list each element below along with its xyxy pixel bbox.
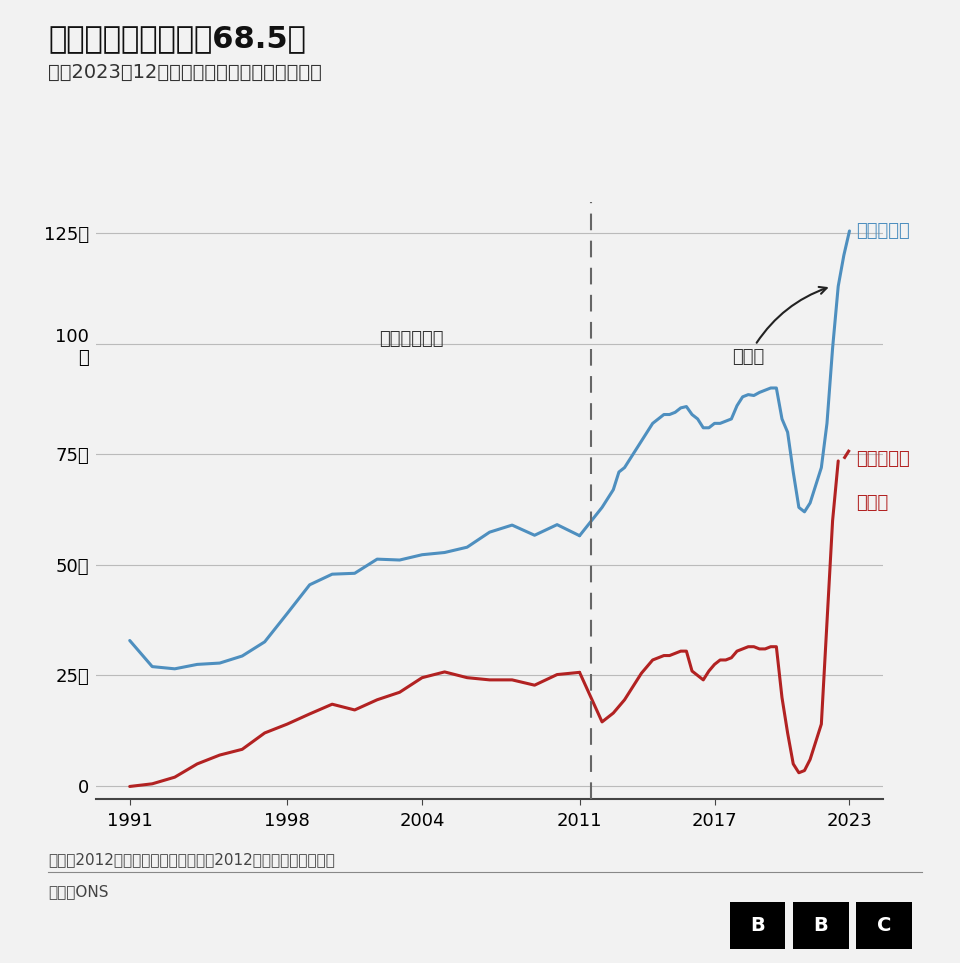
Text: 預計數: 預計數: [732, 287, 827, 366]
Text: B: B: [750, 916, 765, 935]
Text: 総移入人數: 総移入人數: [856, 222, 910, 240]
Text: 移出數: 移出數: [856, 494, 888, 512]
Text: 備注：2012年前的數字是每年統計。2012年后是每季度統計。: 備注：2012年前的數字是每年統計。2012年后是每季度統計。: [48, 852, 335, 868]
Text: 英國人口因移民增加68.5萬: 英國人口因移民增加68.5萬: [48, 24, 306, 53]
Text: 移入數減去: 移入數減去: [856, 450, 910, 468]
Text: C: C: [877, 916, 891, 935]
Text: B: B: [813, 916, 828, 935]
Text: 統計方法改變: 統計方法改變: [378, 330, 444, 349]
Text: 截至2023年12月的歷年移入人數和淨移入人數: 截至2023年12月的歷年移入人數和淨移入人數: [48, 63, 322, 82]
Text: 來源：ONS: 來源：ONS: [48, 884, 108, 899]
